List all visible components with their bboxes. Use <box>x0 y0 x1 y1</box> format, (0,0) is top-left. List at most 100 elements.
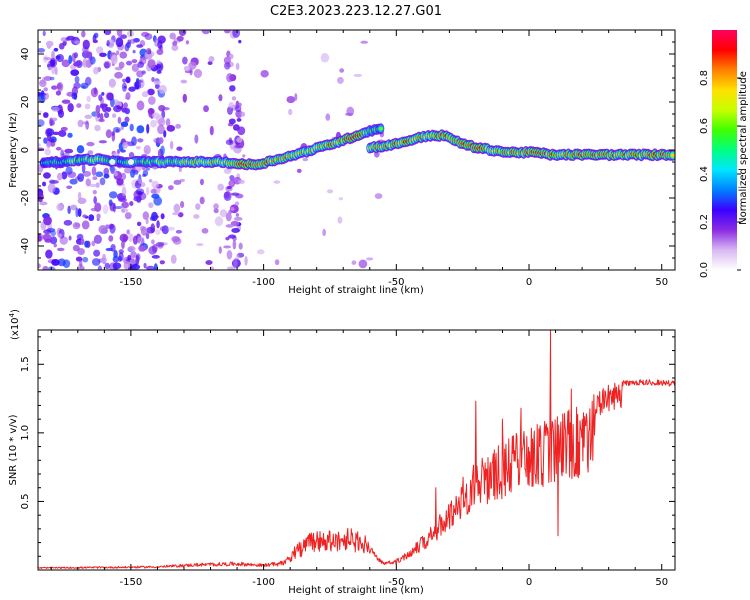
spectrogram-y-axis-label: Frequency (Hz) <box>8 112 19 188</box>
noise-speck <box>81 163 86 174</box>
noise-speck <box>76 145 85 154</box>
noise-speck <box>182 56 188 65</box>
noise-speck <box>67 171 77 179</box>
noise-speck <box>302 157 309 162</box>
snr-x-tick-label: 50 <box>655 577 668 588</box>
noise-speck <box>135 254 140 265</box>
noise-speck <box>43 76 52 81</box>
noise-speck <box>150 188 157 194</box>
ridge-core <box>670 153 675 158</box>
noise-speck <box>102 253 106 262</box>
noise-speck <box>201 30 211 35</box>
noise-speck <box>124 116 130 123</box>
noise-speck <box>103 167 110 176</box>
noise-speck <box>167 226 175 231</box>
spectrogram-y-tick-label: -20 <box>20 190 31 206</box>
noise-speck <box>274 259 280 266</box>
noise-speck <box>68 235 72 241</box>
noise-speck <box>225 236 230 241</box>
noise-speck <box>236 118 242 122</box>
noise-speck <box>133 81 142 90</box>
noise-speck <box>91 166 97 176</box>
noise-speck <box>158 84 167 94</box>
noise-speck <box>171 235 181 243</box>
noise-speck <box>96 213 101 219</box>
noise-speck <box>53 47 59 52</box>
noise-speck <box>208 55 215 63</box>
noise-speck <box>158 117 166 126</box>
noise-speck <box>61 59 71 68</box>
noise-speck <box>120 34 128 39</box>
noise-speck <box>146 265 155 270</box>
noise-speck <box>98 225 108 235</box>
noise-speck <box>338 197 344 201</box>
noise-speck <box>115 37 124 48</box>
snr-x-tick-label: -50 <box>388 577 404 588</box>
noise-speck <box>42 112 49 118</box>
ridge-core <box>378 126 384 131</box>
noise-speck <box>126 60 133 66</box>
colorbar-tick-label: 0.8 <box>699 70 710 86</box>
noise-speck <box>110 164 115 175</box>
noise-speck <box>103 173 110 179</box>
snr-y-ticks: 0.5 1.0 1.5 <box>20 336 675 571</box>
noise-speck <box>110 97 115 108</box>
noise-speck <box>51 106 60 112</box>
noise-speck <box>121 82 127 92</box>
noise-speck <box>168 185 174 191</box>
noise-speck <box>93 66 99 75</box>
noise-speck <box>144 33 153 41</box>
noise-speck <box>43 172 51 179</box>
noise-speck <box>111 132 116 142</box>
snr-panel: -150 -100 -50 0 50 0.5 1.0 1.5 Height of strai… <box>8 309 676 596</box>
noise-speck <box>42 30 46 37</box>
noise-speck <box>90 87 99 98</box>
spectrogram-x-tick-label: -50 <box>388 277 404 288</box>
noise-speck <box>170 254 177 264</box>
colorbar-ticks: 0.0 0.2 0.4 0.6 0.8 <box>699 70 741 278</box>
noise-speck <box>89 56 96 65</box>
noise-speck <box>218 246 222 254</box>
noise-speck <box>148 179 153 183</box>
noise-speck <box>123 102 128 109</box>
noise-speck <box>71 52 76 63</box>
noise-speck <box>98 94 103 102</box>
noise-speck <box>150 119 157 128</box>
noise-speck <box>199 196 205 205</box>
noise-speck <box>128 233 134 242</box>
noise-speck <box>150 223 156 234</box>
noise-speck <box>226 185 232 190</box>
noise-speck <box>322 228 327 237</box>
noise-speck <box>188 61 197 70</box>
noise-speck <box>105 92 113 101</box>
noise-speck <box>146 186 150 196</box>
noise-speck <box>47 183 56 193</box>
noise-speck <box>224 191 230 199</box>
snr-y-tick-label: 1.5 <box>20 356 31 372</box>
noise-speck <box>66 185 73 189</box>
ridge-gap <box>109 159 116 165</box>
noise-speck <box>77 119 84 128</box>
noise-speck <box>108 235 114 242</box>
noise-speck <box>232 30 241 38</box>
noise-speck <box>136 100 145 111</box>
noise-speck <box>235 213 240 217</box>
noise-speck <box>114 205 123 210</box>
noise-speck <box>109 223 116 234</box>
noise-speck <box>69 178 78 185</box>
noise-speck <box>230 207 235 212</box>
noise-speck <box>137 61 145 68</box>
noise-speck <box>45 40 54 47</box>
noise-speck <box>131 136 137 147</box>
noise-speck <box>61 99 71 104</box>
noise-speck <box>82 39 90 50</box>
noise-speck <box>117 116 122 124</box>
noise-speck <box>236 137 243 143</box>
noise-speck <box>56 172 63 181</box>
noise-speck <box>228 234 237 239</box>
noise-speck <box>116 50 120 56</box>
noise-speck <box>129 38 136 44</box>
noise-speck <box>137 236 145 245</box>
noise-speck <box>146 47 152 55</box>
noise-speck <box>68 54 73 64</box>
